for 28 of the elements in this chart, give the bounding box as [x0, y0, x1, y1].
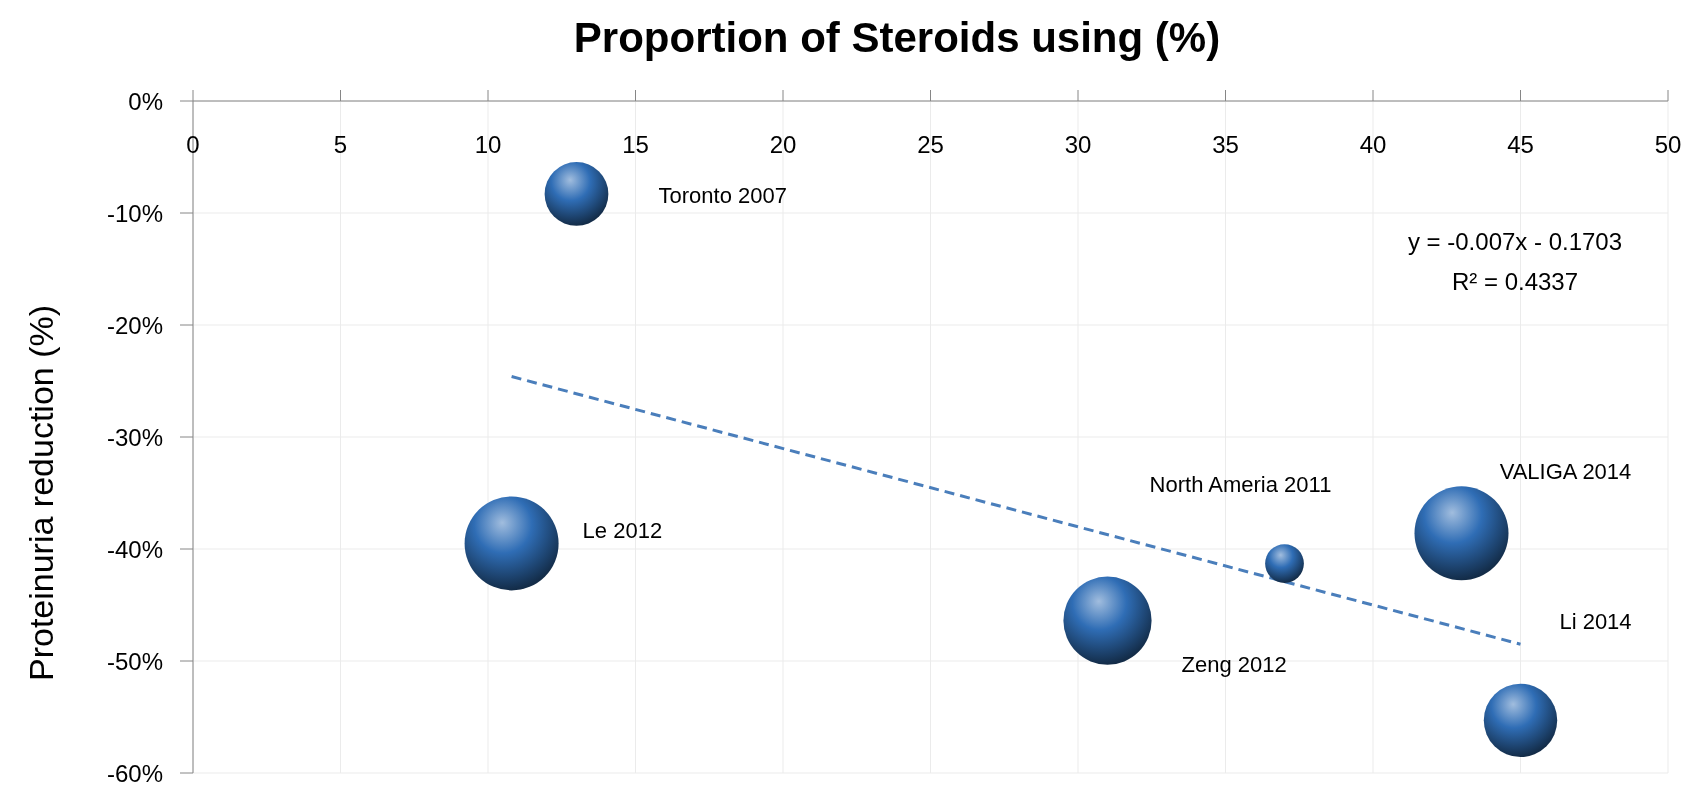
- x-tick-label: 20: [769, 130, 797, 158]
- x-tick-label: 10: [474, 130, 502, 158]
- text: Toronto 2007: [658, 183, 787, 209]
- y-tick-label: -40%: [106, 535, 163, 563]
- series-label: VALIGA 2014: [1499, 458, 1632, 484]
- x-tick-label: 25: [917, 130, 944, 158]
- text: Li 2014: [1559, 608, 1632, 634]
- x-tick-label: 15: [622, 130, 649, 158]
- x-tick-label: 30: [1064, 130, 1092, 158]
- annotation: y = -0.007x - 0.1703: [1407, 228, 1623, 256]
- chart-title: Proportion of Steroids using (%): [573, 14, 1221, 62]
- y-tick-label: -50%: [106, 647, 163, 675]
- series-label: Zeng 2012: [1181, 652, 1287, 678]
- y-axis-title: Proteinuria reduction (%): [21, 304, 61, 682]
- text: North Ameria 2011: [1149, 472, 1332, 498]
- x-tick-label: 45: [1507, 130, 1534, 158]
- y-tick-label: -20%: [106, 311, 163, 339]
- x-tick-label: 35: [1212, 130, 1239, 158]
- y-tick-label: -60%: [106, 759, 163, 786]
- x-tick-label: 40: [1359, 130, 1387, 158]
- y-tick-label: -10%: [106, 199, 163, 227]
- series-label: Le 2012: [582, 517, 663, 543]
- annotation: R² = 0.4337: [1451, 268, 1579, 296]
- y-tick-label: 0%: [128, 87, 163, 115]
- x-tick-label: 50: [1654, 130, 1682, 158]
- x-tick-label: 5: [333, 130, 348, 158]
- y-tick-label: -30%: [106, 423, 163, 451]
- x-tick-label: 0: [186, 130, 200, 158]
